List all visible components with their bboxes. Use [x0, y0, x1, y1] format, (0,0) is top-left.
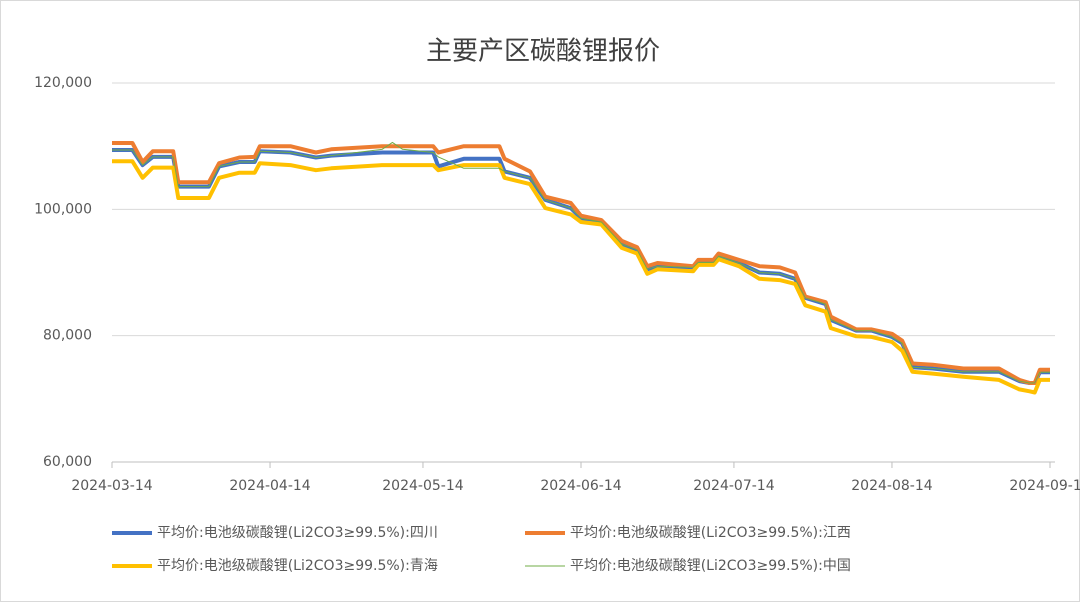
y-tick-label: 80,000	[43, 328, 92, 344]
legend-label: 平均价:电池级碳酸锂(Li2CO3≥99.5%):青海	[157, 558, 438, 574]
x-tick-label: 2024-08-14	[851, 478, 932, 494]
series-line	[112, 159, 1050, 395]
series-line	[112, 141, 1050, 384]
y-tick-label: 120,000	[34, 75, 92, 91]
y-tick-label: 60,000	[43, 454, 92, 470]
x-tick-label: 2024-04-14	[229, 478, 310, 494]
legend-label: 平均价:电池级碳酸锂(Li2CO3≥99.5%):江西	[570, 525, 851, 541]
x-tick-label: 2024-09-14	[1009, 478, 1080, 494]
legend-label: 平均价:电池级碳酸锂(Li2CO3≥99.5%):中国	[570, 558, 851, 574]
chart-title: 主要产区碳酸锂报价	[426, 37, 660, 67]
x-tick-label: 2024-03-14	[71, 478, 152, 494]
series-line	[112, 141, 1050, 385]
x-tick-label: 2024-07-14	[693, 478, 774, 494]
legend-label: 平均价:电池级碳酸锂(Li2CO3≥99.5%):四川	[157, 525, 438, 541]
x-tick-label: 2024-05-14	[382, 478, 463, 494]
x-tick-label: 2024-06-14	[540, 478, 621, 494]
y-tick-label: 100,000	[34, 201, 92, 217]
